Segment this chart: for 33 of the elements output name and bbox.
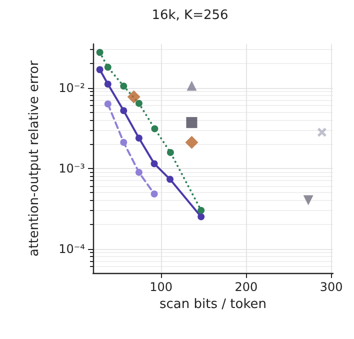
point [96, 48, 104, 56]
point [186, 117, 198, 128]
point [198, 206, 205, 214]
point [120, 138, 128, 146]
point [135, 100, 142, 107]
point [127, 90, 140, 104]
point [151, 125, 158, 132]
x-tick-label: 300 [320, 280, 343, 294]
point [104, 100, 112, 108]
point [303, 195, 314, 206]
point [96, 66, 104, 74]
x-tick-label: 200 [234, 280, 258, 294]
point [150, 160, 158, 168]
point [186, 80, 197, 91]
point [317, 128, 326, 137]
point [166, 149, 174, 156]
point [104, 64, 112, 71]
x-axis-title: scan bits / token [160, 296, 266, 312]
point [185, 136, 198, 149]
point [135, 168, 142, 176]
point [104, 80, 112, 88]
point [198, 213, 205, 220]
x-tick-label: 100 [150, 280, 173, 294]
point [120, 107, 128, 114]
point [120, 82, 128, 90]
y-tick-label: 10⁻³ [58, 161, 86, 176]
point [150, 190, 158, 198]
y-tick-label: 10⁻² [58, 80, 86, 95]
point [166, 176, 174, 183]
y-tick-label: 10⁻⁴ [58, 242, 86, 256]
chart-title: 16k, K=256 [152, 8, 228, 23]
y-axis-title: attention-output relative error [27, 60, 42, 256]
point [135, 134, 142, 142]
